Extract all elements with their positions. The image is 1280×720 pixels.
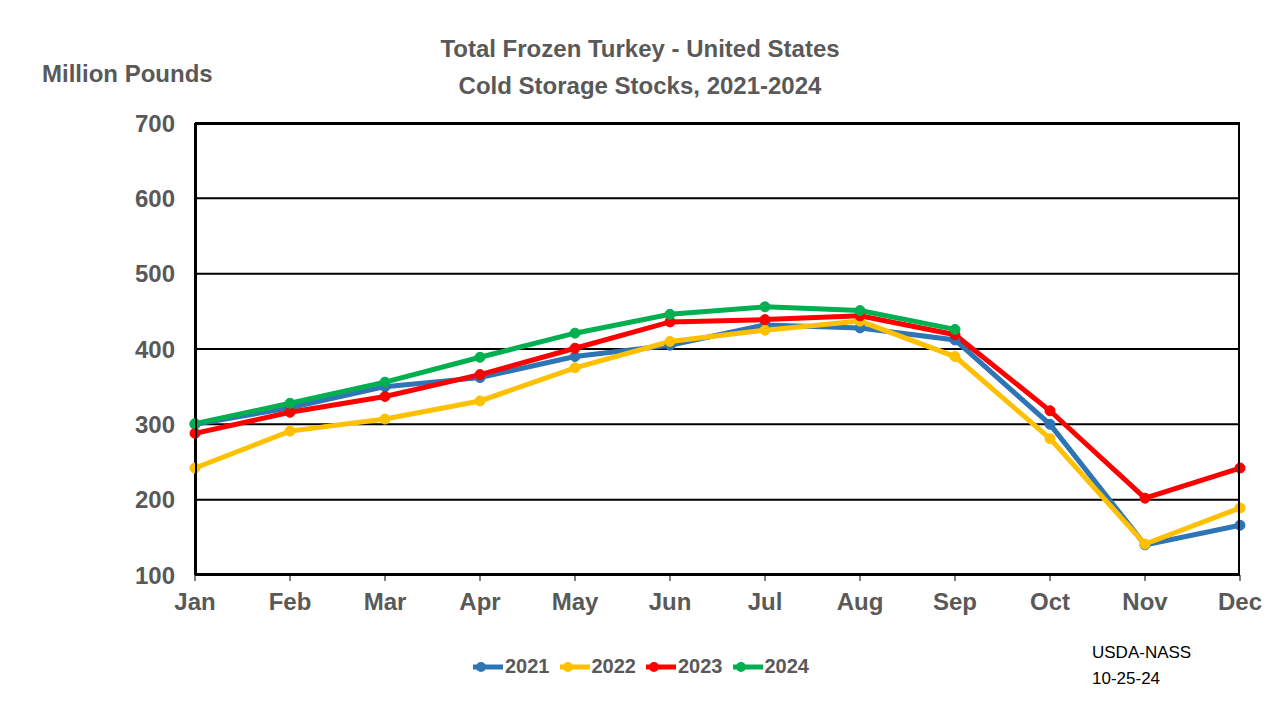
svg-text:Oct: Oct [1030, 588, 1070, 615]
svg-text:Aug: Aug [837, 588, 884, 615]
html-text:Cold Storage Stocks, 2021-2024: Cold Storage Stocks, 2021-2024 [458, 72, 822, 99]
svg-text:Jun: Jun [649, 588, 692, 615]
html-text:2021: 2021 [505, 655, 550, 677]
svg-text:400: 400 [135, 336, 175, 363]
html-text:Million Pounds: Million Pounds [42, 60, 213, 87]
svg-text:200: 200 [135, 486, 175, 513]
svg-text:600: 600 [135, 185, 175, 212]
svg-text:May: May [552, 588, 599, 615]
html-text:2023: 2023 [678, 655, 723, 677]
svg-text:Jan: Jan [174, 588, 215, 615]
svg-text:Apr: Apr [459, 588, 500, 615]
svg-text:500: 500 [135, 260, 175, 287]
svg-text:700: 700 [135, 110, 175, 137]
html-text:Total Frozen Turkey - United S: Total Frozen Turkey - United States [440, 35, 840, 62]
svg-text:Sep: Sep [933, 588, 977, 615]
svg-text:Feb: Feb [269, 588, 312, 615]
html-text:2022: 2022 [591, 655, 636, 677]
html-text:10-25-24: 10-25-24 [1092, 669, 1161, 688]
svg-text:300: 300 [135, 411, 175, 438]
svg-text:Dec: Dec [1218, 588, 1262, 615]
html-text:2024: 2024 [764, 655, 809, 677]
svg-text:Nov: Nov [1122, 588, 1168, 615]
html-text:USDA-NASS: USDA-NASS [1092, 643, 1192, 662]
svg-text:Jul: Jul [748, 588, 783, 615]
svg-text:100: 100 [135, 562, 175, 589]
svg-text:Mar: Mar [364, 588, 407, 615]
